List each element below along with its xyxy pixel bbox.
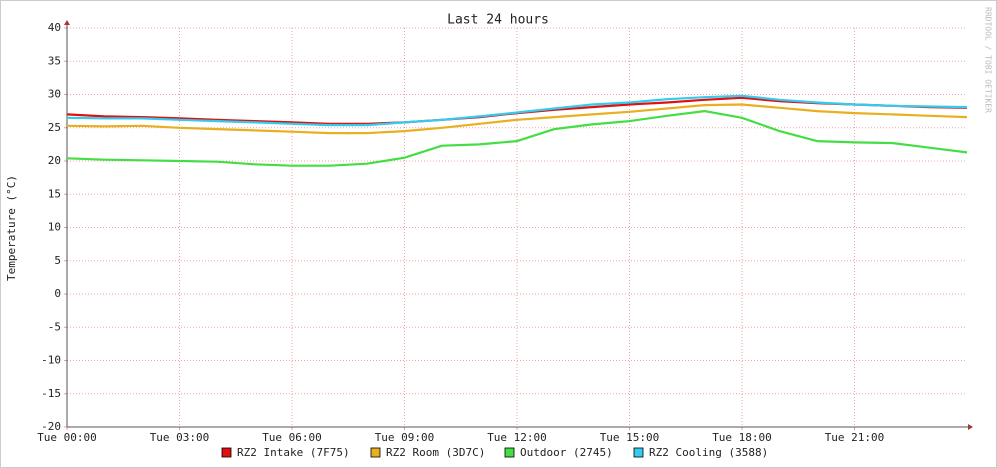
- y-tick-label: 10: [48, 221, 61, 234]
- series-line: [66, 110, 968, 167]
- series-line: [66, 103, 968, 135]
- y-tick-label: 30: [48, 88, 61, 101]
- series-line: [66, 94, 968, 127]
- chart-title: Last 24 hours: [447, 13, 549, 28]
- x-axis-arrow: [968, 424, 973, 430]
- y-tick-label: 35: [48, 54, 61, 67]
- y-tick-label: -20: [41, 420, 61, 433]
- y-tick-label: 15: [48, 187, 61, 200]
- x-tick-label: Tue 06:00: [262, 431, 322, 444]
- x-tick-label: Tue 15:00: [600, 431, 660, 444]
- y-tick-label: 0: [54, 287, 61, 300]
- legend-label: RZ2 Room (3D7C): [386, 446, 485, 459]
- x-tick-label: Tue 12:00: [487, 431, 547, 444]
- y-tick-label: -10: [41, 354, 61, 367]
- legend-swatch: [370, 447, 381, 458]
- y-tick-label: 40: [48, 21, 61, 34]
- y-axis-label: Temperature (°C): [5, 175, 18, 281]
- legend-swatch: [504, 447, 515, 458]
- x-tick-label: Tue 09:00: [375, 431, 435, 444]
- y-tick-label: -5: [48, 320, 61, 333]
- y-axis-arrow: [64, 20, 70, 25]
- x-tick-label: Tue 18:00: [712, 431, 772, 444]
- y-tick-label: 5: [54, 254, 61, 267]
- x-tick-label: Tue 00:00: [37, 431, 97, 444]
- legend-swatch: [221, 447, 232, 458]
- legend-swatch: [633, 447, 644, 458]
- legend-label: Outdoor (2745): [520, 446, 613, 459]
- legend-label: RZ2 Cooling (3588): [649, 446, 768, 459]
- x-tick-label: Tue 21:00: [825, 431, 885, 444]
- legend-label: RZ2 Intake (7F75): [237, 446, 350, 459]
- y-tick-label: 20: [48, 154, 61, 167]
- x-tick-label: Tue 03:00: [150, 431, 210, 444]
- y-tick-label: 25: [48, 121, 61, 134]
- y-tick-label: -15: [41, 387, 61, 400]
- watermark: RRDTOOL / TOBI OETIKER: [984, 7, 993, 113]
